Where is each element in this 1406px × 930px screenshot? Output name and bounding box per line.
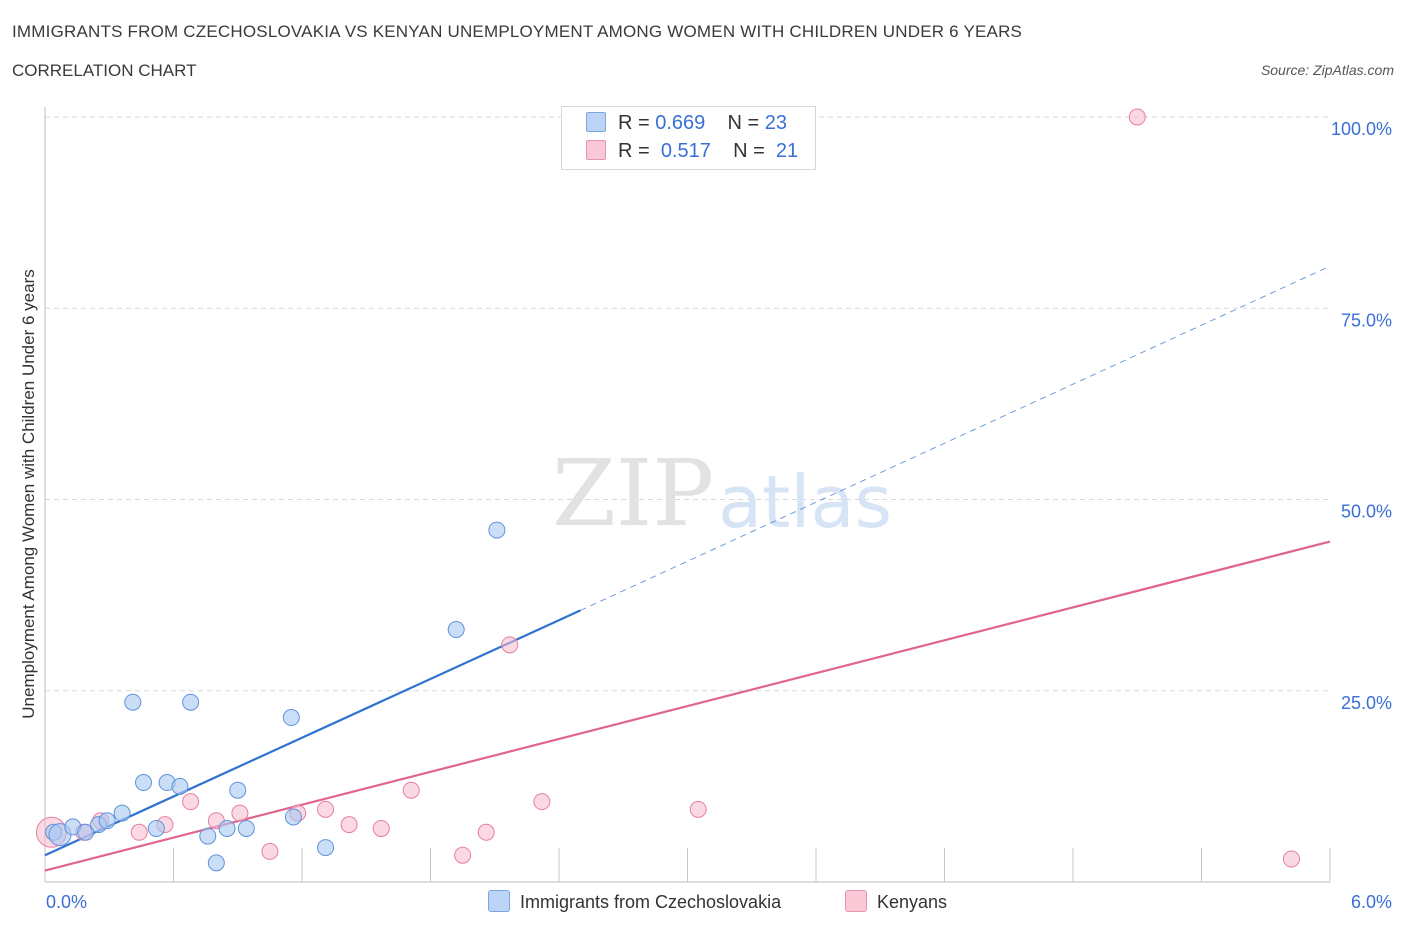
bottom-legend-czechoslovakia: Immigrants from Czechoslovakia (488, 890, 781, 913)
point-kenyans (402, 781, 420, 799)
axes (44, 107, 1331, 883)
x-tick-label: 6.0% (1351, 892, 1392, 912)
x-tick-label: 0.0% (46, 892, 87, 912)
y-axis-label: Unemployment Among Women with Children U… (19, 269, 38, 718)
point-czechoslovakia (135, 774, 153, 792)
point-kenyans (231, 804, 249, 822)
point-czechoslovakia (182, 693, 200, 711)
point-czechoslovakia (207, 854, 225, 872)
point-kenyans (689, 800, 707, 818)
point-kenyans (454, 846, 472, 864)
point-kenyans (340, 816, 358, 834)
point-kenyans (261, 842, 279, 860)
legend-r-label: R = (618, 112, 650, 134)
chart-title: IMMIGRANTS FROM CZECHOSLOVAKIA VS KENYAN… (12, 22, 1023, 41)
grid-lines (45, 116, 1330, 692)
point-kenyans (501, 636, 519, 654)
bottom-legend-swatch-blue (488, 890, 510, 912)
point-czechoslovakia (171, 777, 189, 795)
chart-subtitle: CORRELATION CHART (12, 61, 197, 80)
y-tick-label: 25.0% (1341, 693, 1392, 713)
point-czechoslovakia (317, 839, 335, 857)
tick-labels: 25.0% 50.0% 75.0% 100.0% 0.0% 6.0% (46, 119, 1392, 912)
trend-line-czechoslovakia-extension (580, 265, 1331, 611)
bottom-legend-swatch-pink (845, 890, 867, 912)
legend-r-value: 0.669 (655, 112, 706, 134)
legend-r-value: 0.517 (660, 140, 711, 162)
legend-row-czechoslovakia: R = 0.669 N = 23 (586, 112, 787, 138)
watermark-atlas: atlas (718, 460, 892, 544)
correlation-legend: R = 0.669 N = 23 R = 0.517 N = 21 (561, 106, 816, 170)
point-kenyans (317, 800, 335, 818)
point-czechoslovakia (229, 781, 247, 799)
point-czechoslovakia (488, 521, 506, 539)
point-kenyans (372, 819, 390, 837)
point-czechoslovakia (447, 621, 465, 639)
y-tick-label: 50.0% (1341, 502, 1392, 522)
point-czechoslovakia (113, 804, 131, 822)
legend-swatch-blue (586, 112, 606, 132)
watermark-zip: ZIP (552, 440, 714, 547)
bottom-legend-label: Immigrants from Czechoslovakia (520, 892, 782, 912)
point-czechoslovakia (98, 812, 116, 830)
legend-n-value: 21 (775, 140, 799, 162)
trend-line-czechoslovakia (44, 609, 581, 857)
trend-lines (44, 265, 1331, 872)
point-czechoslovakia (199, 827, 217, 845)
data-points (35, 108, 1300, 872)
point-czechoslovakia (284, 808, 302, 826)
legend-n-label: N = (727, 112, 760, 134)
trend-line-kenyans (44, 540, 1331, 872)
point-kenyans (477, 823, 495, 841)
y-tick-label: 75.0% (1341, 310, 1392, 330)
point-kenyans (182, 793, 200, 811)
legend-n-value: 23 (764, 112, 788, 134)
y-tick-label: 100.0% (1331, 119, 1392, 139)
bottom-legend-label: Kenyans (877, 892, 948, 912)
point-kenyans (1282, 850, 1300, 868)
watermark: ZIP atlas (552, 440, 892, 547)
point-kenyans (1128, 108, 1146, 126)
point-czechoslovakia (218, 819, 236, 837)
point-czechoslovakia (282, 709, 300, 727)
legend-swatch-pink (586, 140, 606, 160)
point-czechoslovakia (237, 819, 255, 837)
point-czechoslovakia (124, 693, 142, 711)
point-kenyans (130, 823, 148, 841)
source-credit: Source: ZipAtlas.com (1260, 62, 1394, 78)
point-kenyans (533, 793, 551, 811)
legend-n-label: N = (733, 140, 765, 162)
legend-r-label: R = (618, 140, 650, 162)
point-czechoslovakia (147, 819, 165, 837)
bottom-legend-kenyans: Kenyans (845, 890, 947, 913)
point-czechoslovakia (77, 823, 95, 841)
legend-row-kenyans: R = 0.517 N = 21 (586, 140, 798, 166)
